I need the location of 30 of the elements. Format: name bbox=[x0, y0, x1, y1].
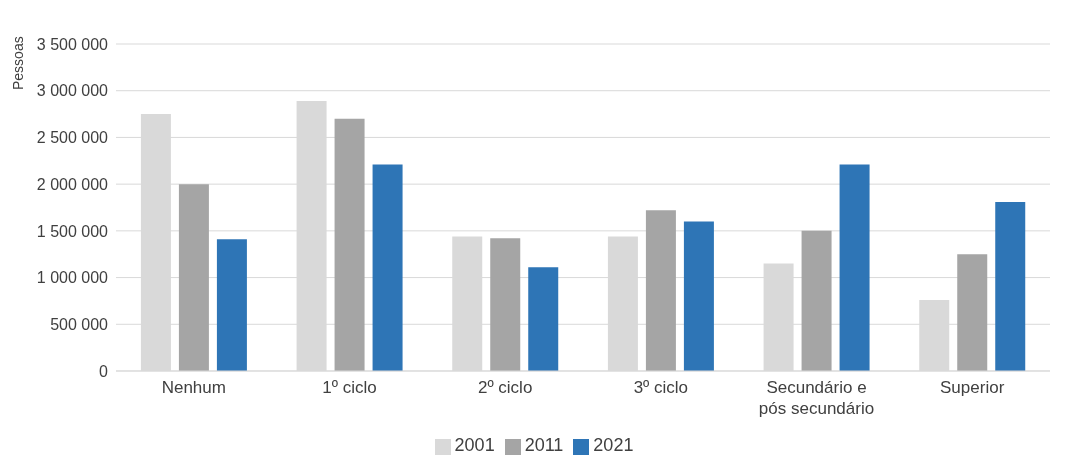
bar bbox=[801, 230, 832, 371]
legend-label: 2001 bbox=[454, 435, 495, 455]
x-tick-label: Superior bbox=[940, 378, 1005, 397]
y-tick-label: 3 000 000 bbox=[36, 82, 109, 100]
bar bbox=[839, 164, 870, 371]
y-tick-label: 1 500 000 bbox=[36, 222, 109, 240]
legend-label: 2011 bbox=[524, 435, 564, 455]
bar bbox=[334, 118, 365, 371]
x-tick-label: Nenhum bbox=[161, 378, 226, 397]
y-tick-label: 0 bbox=[99, 362, 109, 380]
bar bbox=[490, 238, 521, 371]
bar bbox=[957, 254, 988, 371]
bar bbox=[216, 239, 247, 371]
bar bbox=[372, 164, 403, 371]
y-tick-label: 500 000 bbox=[50, 315, 109, 333]
legend-label: 2021 bbox=[593, 435, 634, 455]
x-tick-label: Secundário e pós secundário bbox=[758, 378, 875, 418]
bar bbox=[178, 184, 209, 371]
y-axis-title: Pessoas bbox=[10, 36, 26, 90]
bar bbox=[683, 221, 714, 371]
bar bbox=[528, 267, 559, 371]
x-tick-label: 1º ciclo bbox=[322, 378, 377, 397]
bar bbox=[645, 210, 676, 371]
x-tick-label: 2º ciclo bbox=[477, 378, 533, 397]
y-tick-label: 2 000 000 bbox=[36, 175, 109, 193]
y-tick-label: 1 000 000 bbox=[36, 269, 109, 287]
y-tick-label: 3 500 000 bbox=[36, 35, 109, 53]
y-tick-label: 2 500 000 bbox=[36, 129, 109, 147]
bar bbox=[995, 201, 1026, 371]
x-tick-label: 3º ciclo bbox=[633, 378, 689, 397]
